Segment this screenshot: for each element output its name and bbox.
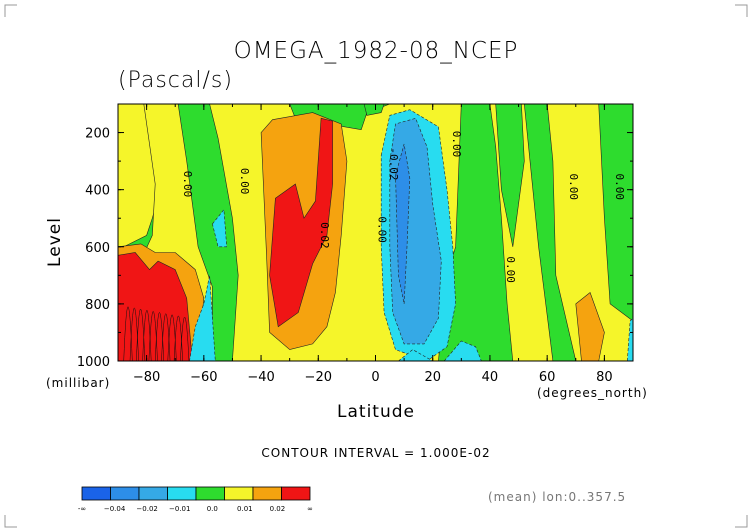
y-tick-label: 200 bbox=[85, 127, 110, 142]
contour-region-18 bbox=[443, 340, 482, 361]
contour-region-17 bbox=[397, 349, 434, 361]
corner-mark bbox=[4, 515, 17, 528]
contour-region-5 bbox=[546, 104, 633, 361]
mean-annotation: (mean) lon:0..357.5 bbox=[488, 490, 627, 504]
contour-label: 0.00 bbox=[238, 168, 251, 195]
contour-region-6 bbox=[363, 104, 385, 116]
x-tick-label: 0 bbox=[371, 370, 379, 385]
colorbar-label: 0.01 bbox=[237, 505, 253, 513]
contour-region-12 bbox=[118, 252, 193, 361]
colorbar-label: -∞ bbox=[78, 505, 86, 513]
colorbar-label: −0.04 bbox=[104, 505, 126, 513]
corner-mark bbox=[735, 515, 748, 528]
x-tick-label: −40 bbox=[247, 370, 274, 385]
colorbar-swatch bbox=[167, 486, 197, 501]
colorbar-swatch bbox=[195, 486, 225, 501]
y-axis-label: Level bbox=[44, 217, 65, 267]
contour-line-dense bbox=[161, 313, 171, 361]
colorbar-label: 0.02 bbox=[270, 505, 286, 513]
contour-label: 0.00 bbox=[567, 174, 580, 201]
colorbar-swatch bbox=[281, 486, 311, 501]
contour-region-7 bbox=[495, 104, 525, 247]
x-tick-label: −60 bbox=[190, 370, 217, 385]
colorbar-label: −0.02 bbox=[136, 505, 157, 513]
y-axis-unit: (millibar) bbox=[46, 376, 111, 390]
y-tick-label: 600 bbox=[85, 241, 110, 256]
contour-region-20 bbox=[395, 143, 411, 304]
contour-interval-text: CONTOUR INTERVAL = 1.000E-02 bbox=[261, 446, 491, 460]
colorbar-label: −0.01 bbox=[169, 505, 190, 513]
x-axis-label: Latitude bbox=[337, 402, 415, 422]
corner-mark bbox=[4, 4, 17, 17]
contour-label: -0.02 bbox=[387, 147, 400, 180]
contour-label: 0.00 bbox=[375, 216, 388, 243]
contour-region-16 bbox=[626, 317, 633, 361]
x-tick-label: −20 bbox=[305, 370, 332, 385]
contour-line-dense bbox=[148, 311, 158, 361]
contour-line-dense bbox=[173, 315, 183, 361]
contour-label: 0.00 bbox=[450, 131, 463, 158]
y-tick-label: 400 bbox=[85, 184, 110, 199]
x-tick-label: 20 bbox=[424, 370, 441, 385]
contour-region-14 bbox=[189, 275, 216, 361]
x-tick-label: −80 bbox=[133, 370, 160, 385]
contour-label: 0.00 bbox=[613, 174, 626, 201]
y-tick-label: 1000 bbox=[77, 355, 110, 370]
contour-region-15 bbox=[212, 208, 228, 248]
contour-line-dense bbox=[167, 314, 177, 361]
contour-line-dense bbox=[142, 309, 152, 361]
contour-label: 0.00 bbox=[504, 256, 517, 283]
chart-subtitle: (Pascal/s) bbox=[118, 68, 233, 93]
chart-title: OMEGA_1982-08_NCEP bbox=[233, 38, 519, 64]
x-tick-label: 80 bbox=[596, 370, 613, 385]
contour-label: 0.00 bbox=[181, 171, 194, 198]
contour-line-dense bbox=[136, 308, 146, 361]
colorbar-swatch bbox=[110, 486, 140, 501]
colorbar-label: ∞ bbox=[307, 505, 313, 513]
y-tick-label: 800 bbox=[85, 298, 110, 313]
colorbar-swatch bbox=[252, 486, 282, 501]
contour-region-10 bbox=[575, 292, 605, 361]
corner-mark bbox=[735, 4, 748, 17]
contour-regions bbox=[118, 104, 633, 361]
colorbar-swatch bbox=[138, 486, 168, 501]
colorbar-swatch bbox=[224, 486, 254, 501]
colorbar-swatch bbox=[81, 486, 111, 501]
contour-label: 0.02 bbox=[318, 222, 331, 249]
colorbar-label: 0.0 bbox=[207, 505, 218, 513]
x-tick-label: 60 bbox=[539, 370, 556, 385]
x-tick-label: 40 bbox=[482, 370, 499, 385]
contour-region-11 bbox=[269, 117, 333, 328]
x-axis-unit: (degrees_north) bbox=[537, 386, 648, 400]
contour-line-dense bbox=[154, 312, 165, 361]
